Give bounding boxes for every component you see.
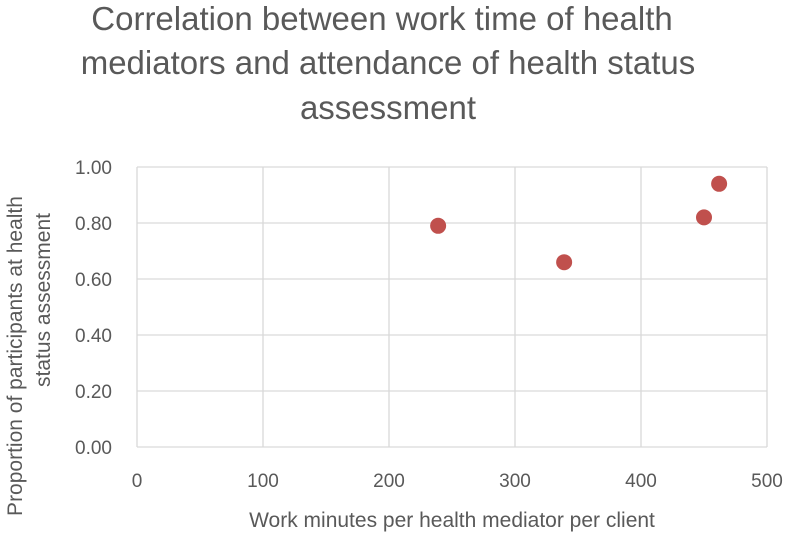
y-tick-label: 1.00 — [75, 158, 112, 179]
chart-title-line-2: mediators and attendance of health statu… — [81, 44, 696, 81]
data-points — [430, 175, 728, 271]
y-tick-label: 0.20 — [75, 382, 112, 403]
x-axis-title: Work minutes per health mediator per cli… — [249, 509, 655, 532]
gridlines — [136, 166, 768, 448]
chart-title-line-1: Correlation between work time of health — [91, 0, 672, 37]
x-tick-label: 0 — [132, 471, 143, 492]
x-tick-label: 100 — [247, 471, 279, 492]
y-axis-title: Proportion of participants at health sta… — [4, 196, 55, 516]
y-axis-title-line-1: Proportion of participants at health — [4, 196, 27, 516]
y-tick-label: 0.80 — [75, 214, 112, 235]
y-tick-label: 0.40 — [75, 326, 112, 347]
data-point — [556, 254, 573, 271]
x-tick-label: 200 — [373, 471, 405, 492]
chart-title: Correlation between work time of health … — [81, 0, 696, 126]
chart-title-line-3: assessment — [300, 89, 476, 126]
y-tick-label: 0.00 — [75, 438, 112, 459]
data-point — [696, 209, 712, 226]
y-axis-tick-labels: 0.00 0.20 0.40 0.60 0.80 1.00 — [75, 158, 112, 459]
x-tick-label: 300 — [499, 471, 531, 492]
x-tick-label: 400 — [625, 471, 657, 492]
y-axis-title-line-2: status assessment — [32, 213, 55, 387]
x-tick-label: 500 — [751, 471, 783, 492]
x-axis-tick-labels: 0 100 200 300 400 500 — [132, 471, 783, 492]
data-point — [711, 175, 728, 192]
data-point — [430, 217, 447, 234]
y-tick-label: 0.60 — [75, 270, 112, 291]
